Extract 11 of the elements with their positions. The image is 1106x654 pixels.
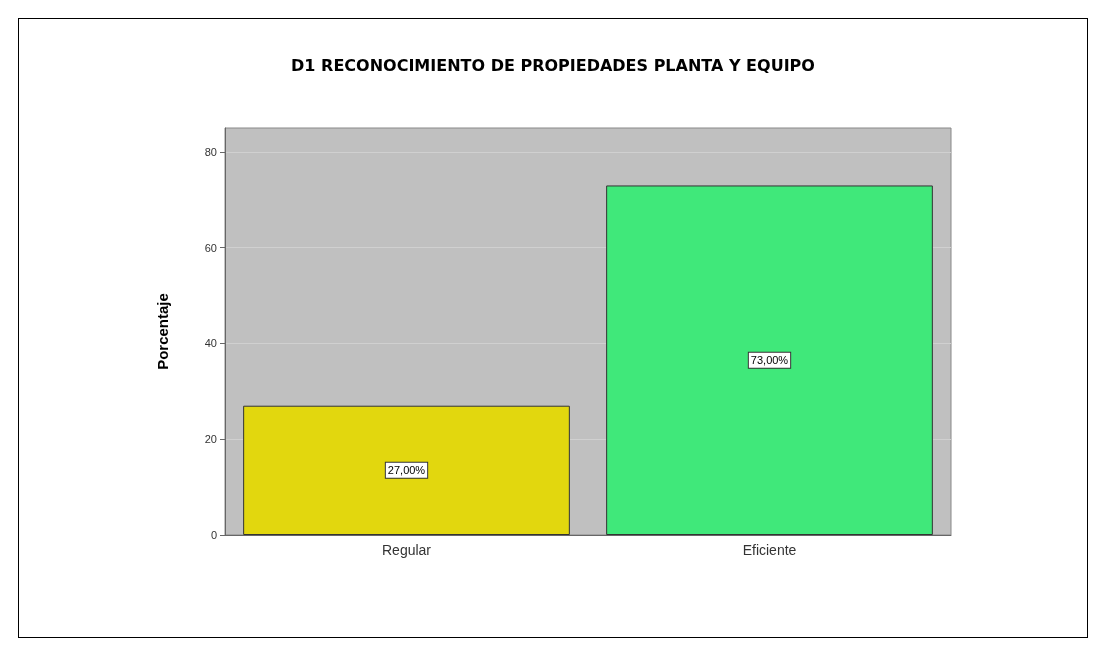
data-label: 73,00% (750, 354, 789, 367)
data-label: 27,00% (387, 464, 426, 477)
x-tick-label: Eficiente (742, 542, 797, 558)
y-tick-label: 40 (204, 337, 217, 350)
y-tick-label: 80 (204, 145, 217, 158)
y-tick-label: 0 (210, 529, 217, 541)
y-tick-label: 20 (204, 433, 217, 446)
y-axis-title: Porcentaje (154, 293, 171, 370)
x-tick-label: Regular (381, 542, 432, 558)
chart-title: D1 RECONOCIMIENTO DE PROPIEDADES PLANTA Y EQUIPO (291, 55, 815, 75)
y-tick-label: 60 (204, 241, 217, 254)
